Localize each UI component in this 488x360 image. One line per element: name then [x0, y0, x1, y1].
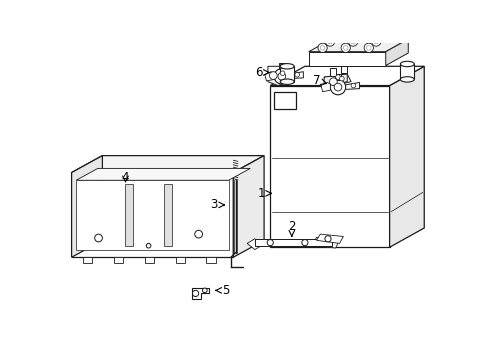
Circle shape — [274, 69, 289, 84]
Polygon shape — [389, 66, 424, 247]
Polygon shape — [144, 257, 154, 264]
Circle shape — [95, 234, 102, 242]
Text: 7: 7 — [312, 74, 326, 87]
Polygon shape — [71, 172, 233, 257]
Circle shape — [350, 83, 355, 88]
Text: 2: 2 — [287, 220, 295, 236]
Circle shape — [339, 76, 344, 81]
Circle shape — [324, 236, 330, 242]
Polygon shape — [267, 66, 289, 72]
Polygon shape — [76, 168, 250, 180]
Polygon shape — [267, 72, 289, 86]
Polygon shape — [246, 239, 262, 249]
Circle shape — [194, 230, 202, 238]
Ellipse shape — [280, 79, 293, 84]
Polygon shape — [324, 74, 350, 86]
Text: 4: 4 — [122, 171, 129, 184]
Polygon shape — [385, 39, 407, 66]
Text: 6: 6 — [254, 66, 268, 79]
Circle shape — [266, 239, 273, 246]
Bar — [334, 74, 341, 80]
Bar — [341, 66, 346, 73]
Polygon shape — [280, 66, 293, 82]
Ellipse shape — [400, 77, 413, 82]
Polygon shape — [125, 184, 133, 246]
Circle shape — [327, 39, 332, 44]
Circle shape — [364, 43, 373, 53]
Circle shape — [280, 71, 285, 76]
Bar — [329, 68, 336, 76]
Ellipse shape — [400, 61, 413, 67]
Circle shape — [335, 75, 340, 80]
Circle shape — [333, 83, 341, 91]
Polygon shape — [321, 82, 329, 92]
Circle shape — [371, 37, 380, 46]
Text: 5: 5 — [215, 284, 229, 297]
Polygon shape — [254, 239, 331, 247]
Circle shape — [348, 37, 357, 46]
Polygon shape — [270, 66, 424, 86]
Circle shape — [341, 43, 349, 53]
Circle shape — [329, 80, 345, 95]
Polygon shape — [71, 156, 264, 172]
Circle shape — [279, 64, 284, 69]
Bar — [278, 63, 285, 69]
Circle shape — [373, 39, 378, 44]
Polygon shape — [312, 237, 339, 248]
Polygon shape — [345, 82, 359, 89]
Polygon shape — [114, 257, 123, 264]
Ellipse shape — [280, 64, 293, 69]
Polygon shape — [191, 288, 208, 299]
Circle shape — [294, 72, 299, 77]
Polygon shape — [83, 257, 92, 264]
Polygon shape — [324, 74, 346, 86]
Circle shape — [192, 291, 198, 297]
Polygon shape — [270, 86, 389, 247]
Text: 3: 3 — [210, 198, 224, 211]
Circle shape — [277, 72, 285, 80]
Circle shape — [350, 39, 355, 44]
Circle shape — [301, 239, 307, 246]
Circle shape — [366, 45, 370, 50]
Polygon shape — [175, 257, 184, 264]
Polygon shape — [206, 257, 215, 264]
Polygon shape — [163, 184, 171, 246]
Polygon shape — [233, 156, 264, 257]
Circle shape — [317, 43, 326, 53]
Circle shape — [325, 37, 334, 46]
Polygon shape — [71, 156, 102, 257]
Text: 1: 1 — [257, 187, 271, 200]
Polygon shape — [400, 64, 413, 80]
Polygon shape — [76, 180, 228, 249]
Circle shape — [329, 78, 337, 86]
Polygon shape — [308, 39, 407, 52]
Bar — [274, 92, 295, 109]
Polygon shape — [316, 234, 343, 243]
Circle shape — [320, 45, 324, 50]
Circle shape — [343, 45, 347, 50]
Circle shape — [146, 243, 151, 248]
Polygon shape — [289, 72, 303, 78]
Circle shape — [202, 288, 207, 293]
Circle shape — [269, 72, 277, 80]
Polygon shape — [264, 72, 274, 81]
Polygon shape — [308, 52, 385, 66]
